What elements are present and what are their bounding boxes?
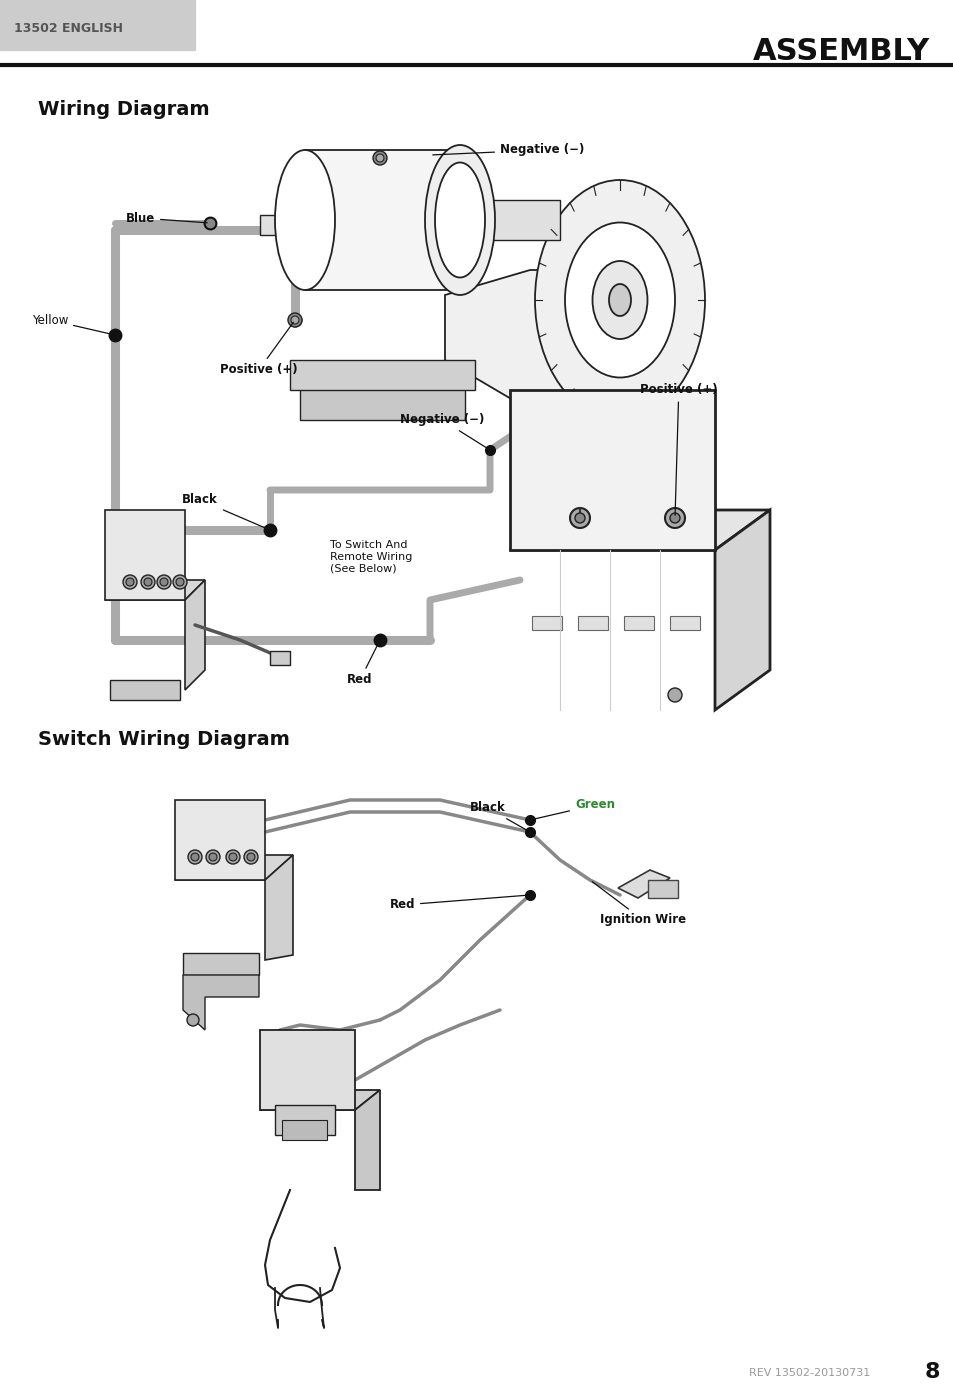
Bar — [260, 216, 310, 235]
Bar — [260, 1030, 355, 1110]
Text: Red: Red — [347, 643, 378, 686]
Bar — [290, 360, 475, 391]
Polygon shape — [618, 869, 669, 897]
Bar — [510, 391, 714, 550]
Circle shape — [247, 853, 254, 861]
Polygon shape — [444, 270, 579, 410]
Bar — [0, 0, 194, 50]
Text: REV 13502-20130731: REV 13502-20130731 — [748, 1368, 869, 1378]
Circle shape — [160, 578, 168, 587]
Circle shape — [667, 687, 681, 701]
Circle shape — [172, 575, 187, 589]
Ellipse shape — [592, 260, 647, 339]
Text: Positive (+): Positive (+) — [220, 322, 297, 377]
Circle shape — [157, 575, 171, 589]
Circle shape — [188, 850, 202, 864]
Circle shape — [373, 151, 387, 165]
Polygon shape — [265, 855, 293, 960]
Circle shape — [191, 853, 199, 861]
Bar — [459, 200, 559, 239]
Text: Black: Black — [470, 801, 527, 830]
Circle shape — [664, 508, 684, 528]
Bar — [305, 150, 459, 290]
Bar — [282, 1120, 327, 1140]
Text: 8: 8 — [923, 1362, 939, 1382]
Ellipse shape — [435, 162, 484, 277]
Bar — [669, 616, 700, 630]
Bar — [623, 616, 654, 630]
Bar — [647, 881, 678, 897]
Ellipse shape — [608, 284, 630, 316]
Circle shape — [209, 853, 216, 861]
Circle shape — [206, 850, 220, 864]
Text: Black: Black — [182, 493, 267, 529]
Circle shape — [288, 314, 302, 328]
Text: Negative (−): Negative (−) — [433, 144, 584, 157]
Circle shape — [244, 850, 257, 864]
Circle shape — [229, 853, 236, 861]
Text: To Switch And
Remote Wiring
(See Below): To Switch And Remote Wiring (See Below) — [330, 540, 412, 573]
Circle shape — [575, 512, 584, 524]
Bar — [274, 1105, 335, 1135]
Text: Red: Red — [389, 895, 527, 911]
Polygon shape — [105, 580, 205, 601]
Text: Blue: Blue — [126, 211, 207, 224]
Bar — [174, 799, 265, 881]
Bar — [110, 680, 180, 700]
Ellipse shape — [535, 181, 704, 420]
Ellipse shape — [424, 146, 495, 295]
Bar — [105, 510, 185, 601]
Circle shape — [144, 578, 152, 587]
Bar — [578, 616, 607, 630]
Polygon shape — [714, 510, 769, 710]
Polygon shape — [510, 510, 769, 550]
Text: Wiring Diagram: Wiring Diagram — [38, 99, 210, 119]
Text: Yellow: Yellow — [31, 314, 112, 335]
Text: Switch Wiring Diagram: Switch Wiring Diagram — [38, 729, 290, 749]
Text: ASSEMBLY: ASSEMBLY — [752, 38, 929, 66]
Circle shape — [226, 850, 240, 864]
Circle shape — [375, 154, 384, 162]
Bar — [299, 385, 464, 420]
Polygon shape — [185, 580, 205, 690]
Text: Negative (−): Negative (−) — [399, 413, 487, 448]
Polygon shape — [174, 855, 293, 881]
Text: Ignition Wire: Ignition Wire — [592, 882, 685, 927]
Circle shape — [126, 578, 133, 587]
Text: Positive (+): Positive (+) — [639, 384, 717, 515]
Circle shape — [669, 512, 679, 524]
Ellipse shape — [274, 150, 335, 290]
Circle shape — [141, 575, 154, 589]
Polygon shape — [183, 974, 258, 1030]
Polygon shape — [260, 1091, 379, 1110]
Text: 13502 ENGLISH: 13502 ENGLISH — [14, 21, 123, 35]
Circle shape — [291, 316, 298, 323]
Circle shape — [187, 1014, 199, 1026]
Circle shape — [569, 508, 589, 528]
Text: Green: Green — [532, 798, 615, 819]
Circle shape — [175, 578, 184, 587]
Ellipse shape — [564, 223, 675, 378]
Bar — [532, 616, 561, 630]
Circle shape — [123, 575, 137, 589]
Polygon shape — [355, 1091, 379, 1190]
Bar — [183, 953, 258, 974]
Bar — [270, 651, 290, 665]
